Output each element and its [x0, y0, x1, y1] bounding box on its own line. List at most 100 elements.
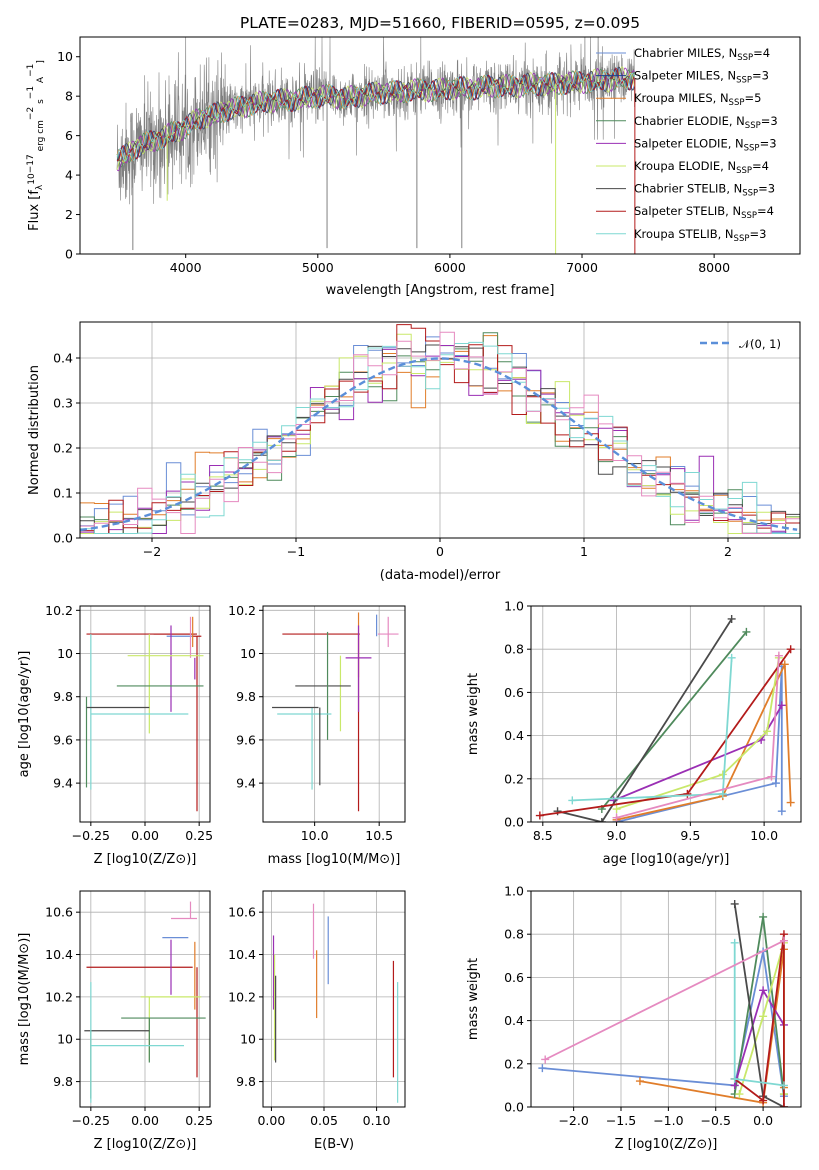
x-tick-label: 10.0: [301, 828, 329, 843]
y-tick-label: 0.8: [504, 642, 524, 657]
mass-weight-line: [544, 939, 785, 1061]
mass-weight-marker: [730, 1074, 739, 1083]
model-spectrum-line: [116, 66, 635, 162]
x-axis-label: Z [log10(Z/Z⊙)]: [94, 852, 197, 867]
plot-area: [272, 612, 399, 812]
mass-weight-marker: [612, 813, 621, 822]
mass-weight-marker: [759, 986, 768, 995]
y-tick-label: 10: [57, 49, 73, 64]
y-tick-label: 9.4: [53, 776, 73, 791]
mass-weight-marker: [779, 936, 788, 945]
y-tick-label: 9.8: [53, 1074, 73, 1089]
x-axis-label: Z [log10(Z/Z⊙)]: [94, 1137, 197, 1152]
plot-area: [116, 37, 636, 254]
x-tick-label: 5000: [302, 260, 334, 275]
mass-weight-marker: [777, 807, 786, 816]
legend-entry: Salpeter ELODIE, NSSP=3: [634, 136, 777, 153]
mass-weight-marker: [535, 811, 544, 820]
y-tick-label: 10.4: [228, 947, 256, 962]
y-tick-label: 0.2: [504, 771, 524, 786]
mass-weight-line: [613, 704, 783, 802]
axes-frame: [530, 605, 802, 823]
axes-frame: [262, 605, 406, 823]
mass-weight-marker: [774, 651, 783, 660]
x-tick-label: −2.0: [558, 1113, 588, 1128]
plot-area: [272, 903, 399, 1103]
axes-frame: [530, 890, 802, 1108]
y-tick-label: 10.6: [228, 905, 256, 920]
model-spectrum-line: [116, 68, 635, 162]
x-tick-label: −1: [287, 544, 305, 559]
mass-weight-line: [542, 951, 785, 1097]
y-tick-label: 9.6: [236, 732, 256, 747]
mass-weight-marker: [780, 660, 789, 669]
x-tick-label: 0.00: [131, 828, 159, 843]
mass-weight-marker: [541, 1055, 550, 1064]
mass-weight-marker: [786, 798, 795, 807]
mass-weight-line: [616, 655, 780, 819]
legend-entry: Chabrier STELIB, NSSP=3: [634, 182, 775, 199]
residual-histogram-step: [80, 341, 800, 534]
mass-weight-marker: [735, 1090, 744, 1099]
legend-entry: Salpeter MILES, NSSP=3: [634, 69, 769, 86]
y-tick-label: 9.8: [236, 689, 256, 704]
x-tick-label: 0: [436, 544, 444, 559]
mass-weight-marker: [727, 653, 736, 662]
mass-weight-vs-age-axes: 8.5 9.0 9.5 10.0 0.0 0.2 0.4 0.6 0.8 1.0 age [log1…: [466, 599, 802, 867]
x-tick-label: 0.0: [753, 1113, 773, 1128]
y-tick-label: 10: [57, 1032, 73, 1047]
mass-weight-line: [734, 934, 785, 1107]
mass-weight-marker: [683, 789, 692, 798]
plot-area: [85, 616, 204, 812]
y-tick-label: 0.1: [53, 486, 73, 501]
y-tick-label: 6: [65, 128, 73, 143]
mass-weight-marker: [727, 614, 736, 623]
legend-entry: Chabrier ELODIE, NSSP=3: [634, 114, 778, 131]
x-axis-label: E(B-V): [314, 1137, 354, 1152]
y-tick-label: 10: [57, 646, 73, 661]
x-tick-label: 10.5: [365, 828, 393, 843]
figure-title: PLATE=0283, MJD=51660, FIBERID=0595, z=0…: [240, 14, 640, 32]
mass-weight-marker: [779, 1081, 788, 1090]
age-vs-mass-axes: 10.0 10.5 9.4 9.6 9.8 10 10.2 mass [log10(M/M⊙)…: [228, 603, 406, 867]
legend-entry: Salpeter STELIB, NSSP=4: [634, 204, 774, 221]
x-tick-label: 0.25: [185, 1113, 213, 1128]
mass-weight-marker: [730, 938, 739, 947]
mass-weight-marker: [786, 645, 795, 654]
x-tick-label: 10.0: [750, 828, 778, 843]
x-tick-label: 0.10: [363, 1113, 391, 1128]
y-tick-label: 10.2: [228, 603, 256, 618]
y-tick-label: 10.2: [45, 989, 73, 1004]
y-tick-label: 0.6: [504, 685, 524, 700]
plot-area: [84, 901, 206, 1103]
x-tick-label: 6000: [434, 260, 466, 275]
legend-entry: 𝒩(0, 1): [739, 337, 781, 351]
y-tick-label: 0.2: [53, 441, 73, 456]
y-axis-label: Flux [fλ10−17 erg cm−2 s−1 A−1]: [26, 60, 46, 231]
model-spectrum-line: [116, 67, 635, 172]
x-axis-label: age [log10(age/yr)]: [603, 852, 730, 867]
y-tick-label: 10.6: [45, 905, 73, 920]
mass-weight-marker: [612, 805, 621, 814]
mass-weight-marker: [718, 789, 727, 798]
legend-entry: Kroupa STELIB, NSSP=3: [634, 227, 766, 244]
x-tick-label: 0.05: [310, 1113, 338, 1128]
residual-histogram-step: [80, 331, 800, 534]
y-axis-label: mass [log10(M/M⊙)]: [17, 933, 32, 1066]
mass-vs-metallicity-axes: −0.25 0.00 0.25 9.8 10 10.2 10.4 10.6 Z [log10(Z…: [17, 890, 213, 1152]
y-tick-label: 0.2: [504, 1056, 524, 1071]
mass-weight-marker: [538, 1064, 547, 1073]
y-tick-label: 8: [65, 89, 73, 104]
mass-weight-marker: [730, 899, 739, 908]
mass-weight-marker: [597, 818, 606, 822]
spectrum-axes: 4000 5000 6000 7000 8000 0 2 4 6 8 10 wavelength [A…: [26, 36, 801, 298]
model-spectrum-line: [116, 70, 635, 162]
mass-weight-marker: [759, 1096, 768, 1105]
gaussian-reference-curve: [80, 357, 798, 532]
y-tick-label: 9.8: [53, 689, 73, 704]
x-tick-label: −0.25: [72, 1113, 110, 1128]
x-tick-label: 2: [724, 544, 732, 559]
y-tick-label: 0.8: [504, 927, 524, 942]
mass-weight-line: [601, 631, 748, 810]
